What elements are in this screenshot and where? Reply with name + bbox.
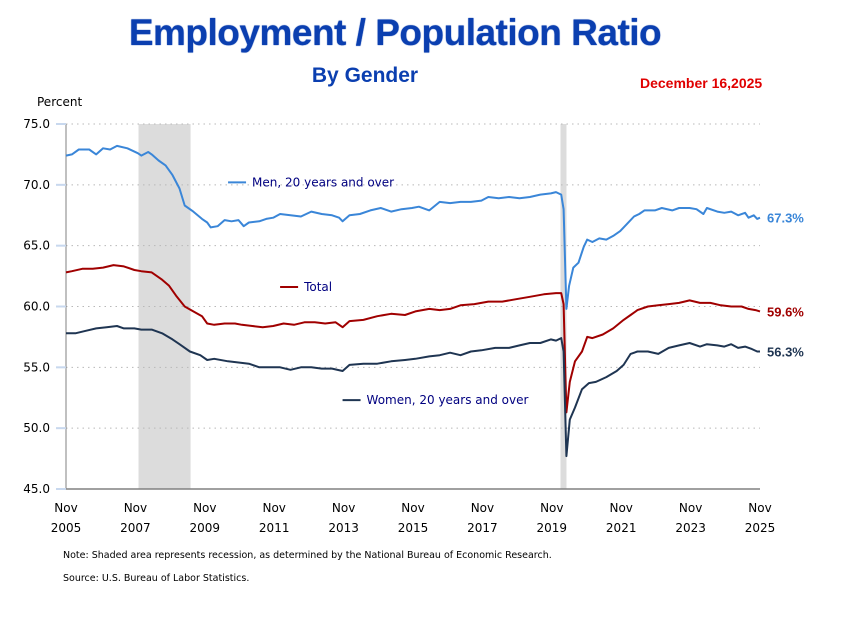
x-tick-year: 2009 (190, 521, 221, 535)
legend-label: Total (303, 280, 332, 294)
series-line-total (65, 264, 761, 414)
chart-subtitle: By Gender (311, 64, 419, 87)
x-tick-month: Nov (471, 501, 494, 515)
x-axis-ticks: Nov 2005 Nov 2007 Nov 2009 Nov 2011 Nov 2013 Nov 20… (51, 501, 776, 535)
legend-label: Men, 20 years and over (252, 175, 394, 189)
x-tick-month: Nov (540, 501, 563, 515)
end-value-label: 56.3% (767, 345, 804, 360)
x-tick-month: Nov (124, 501, 147, 515)
recession-note: Note: Shaded area represents recession, … (63, 550, 552, 561)
x-tick-month: Nov (679, 501, 702, 515)
x-tick-month: Nov (54, 501, 77, 515)
x-tick-year: 2015 (398, 521, 429, 535)
y-axis-ticks: 75.0 70.0 65.0 60.0 55.0 50.0 45.0 (23, 117, 66, 496)
x-tick-month: Nov (401, 501, 424, 515)
y-tick-label: 45.0 (23, 482, 50, 496)
x-tick-year: 2023 (675, 521, 706, 535)
x-tick-month: Nov (748, 501, 771, 515)
y-tick-label: 50.0 (23, 421, 50, 435)
series-line-women-years-and-over (66, 325, 760, 458)
x-tick-year: 2007 (120, 521, 151, 535)
x-tick-year: 2017 (467, 521, 498, 535)
legend: Men, 20 years and over Total Women, 20 yea… (228, 175, 529, 407)
x-tick-month: Nov (262, 501, 285, 515)
x-tick-month: Nov (332, 501, 355, 515)
series-lines (65, 144, 761, 458)
end-labels: 67.3% 59.6% 56.3% (767, 211, 804, 360)
end-value-label: 59.6% (767, 304, 804, 319)
x-tick-year: 2005 (51, 521, 82, 535)
y-tick-label: 65.0 (23, 239, 50, 253)
x-tick-year: 2011 (259, 521, 290, 535)
release-date: December 16,2025 (640, 75, 763, 91)
gridlines (66, 123, 760, 429)
x-tick-month: Nov (193, 501, 216, 515)
x-tick-year: 2021 (606, 521, 637, 535)
y-tick-label: 55.0 (23, 360, 50, 374)
y-axis-label: Percent (37, 95, 83, 109)
x-tick-year: 2013 (328, 521, 359, 535)
source-note: Source: U.S. Bureau of Labor Statistics. (63, 573, 250, 584)
series-line-men-years-and-over (65, 144, 761, 310)
x-tick-year: 2019 (537, 521, 568, 535)
x-tick-month: Nov (609, 501, 632, 515)
end-value-label: 67.3% (767, 211, 804, 226)
y-tick-label: 75.0 (23, 117, 50, 131)
x-tick-year: 2025 (745, 521, 776, 535)
y-tick-label: 70.0 (23, 178, 50, 192)
legend-label: Women, 20 years and over (367, 393, 529, 407)
y-tick-label: 60.0 (23, 300, 50, 314)
chart-title: Employment / Population Ratio (128, 12, 662, 53)
